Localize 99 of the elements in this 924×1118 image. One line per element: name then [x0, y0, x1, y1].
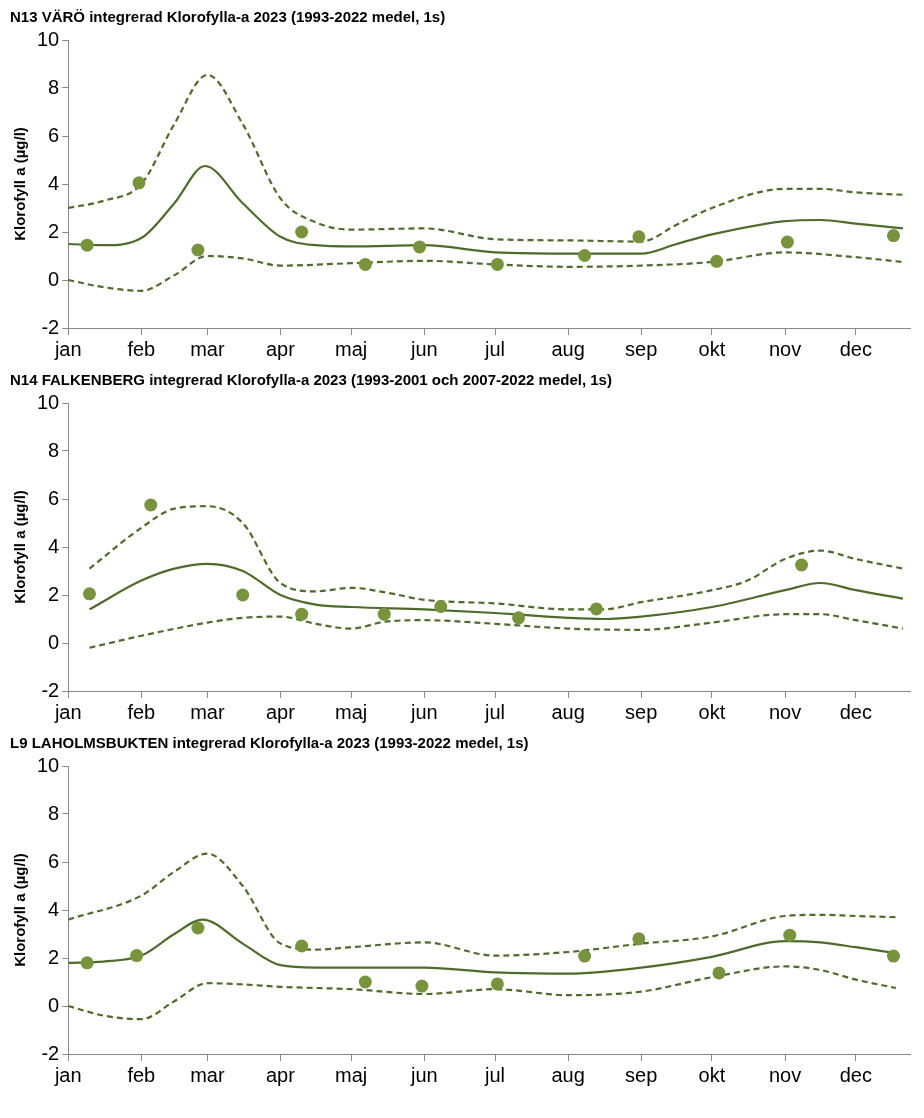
- point: [578, 949, 592, 963]
- y-tick-label: 0: [48, 267, 60, 290]
- y-tick-label: 10: [37, 390, 60, 413]
- x-tick-label: aug: [551, 1063, 585, 1086]
- x-tick-label: maj: [335, 337, 368, 360]
- y-tick-label: 8: [48, 438, 60, 461]
- y-tick-label: 10: [37, 27, 60, 50]
- chart-title: N14 FALKENBERG integrerad Klorofylla-a 2023 (1993-2001 och 2007-2022 medel, 1s): [10, 371, 613, 388]
- x-tick-label: apr: [266, 700, 296, 723]
- point: [82, 587, 96, 601]
- x-tick-label: feb: [127, 700, 156, 723]
- line-series: [68, 965, 897, 1021]
- y-tick-label: -2: [41, 1041, 60, 1064]
- x-tick-label: maj: [335, 1063, 368, 1086]
- x-tick-label: sep: [625, 1063, 658, 1086]
- point: [377, 607, 391, 621]
- x-tick-label: mar: [190, 1063, 225, 1086]
- point: [710, 254, 724, 268]
- y-tick-label: 2: [48, 219, 60, 242]
- chart-title: N13 VÄRÖ integrerad Klorofylla-a 2023 (1993-2022 medel, 1s): [10, 8, 447, 25]
- x-tick-label: jun: [409, 337, 438, 360]
- y-tick-label: 10: [37, 753, 60, 776]
- y-tick-label: 4: [48, 534, 60, 557]
- chart-title: L9 LAHOLMSBUKTEN integrerad Klorofylla-a 2023 (1993-2022 medel, 1s): [10, 734, 530, 751]
- y-tick-label: 4: [48, 171, 60, 194]
- y-tick-label: 2: [48, 582, 60, 605]
- point: [130, 949, 144, 963]
- x-tick-label: apr: [266, 1063, 296, 1086]
- y-tick-label: -2: [41, 315, 60, 338]
- x-tick-label: jul: [484, 700, 506, 723]
- point: [413, 240, 427, 254]
- point: [358, 975, 372, 989]
- x-tick-label: dec: [839, 337, 872, 360]
- point: [589, 602, 603, 616]
- y-axis-title: Klorofyll a (µg/l): [11, 127, 29, 241]
- y-axis-title: Klorofyll a (µg/l): [11, 490, 29, 604]
- point: [712, 966, 726, 980]
- x-tick-label: feb: [127, 337, 156, 360]
- y-tick-label: -2: [41, 678, 60, 701]
- y-tick-label: 8: [48, 75, 60, 98]
- x-tick-label: maj: [335, 700, 368, 723]
- x-tick-label: jan: [53, 700, 82, 723]
- x-tick-label: nov: [768, 337, 802, 360]
- point: [887, 949, 900, 963]
- point: [795, 558, 809, 572]
- x-tick-label: jul: [484, 337, 506, 360]
- x-tick-label: jul: [484, 1063, 506, 1086]
- point: [144, 498, 158, 512]
- x-tick-label: aug: [551, 700, 585, 723]
- point: [236, 588, 250, 602]
- y-tick-label: 0: [48, 993, 60, 1016]
- x-tick-label: mar: [190, 337, 225, 360]
- y-tick-label: 8: [48, 801, 60, 824]
- x-tick-label: mar: [190, 700, 225, 723]
- point: [887, 229, 900, 243]
- y-tick-label: 4: [48, 897, 60, 920]
- x-tick-label: jan: [53, 1063, 82, 1086]
- point: [132, 176, 146, 190]
- x-tick-label: aug: [551, 337, 585, 360]
- y-tick-label: 2: [48, 945, 60, 968]
- point: [512, 611, 526, 625]
- point: [358, 257, 372, 271]
- x-tick-label: jun: [409, 700, 438, 723]
- x-tick-label: jun: [409, 1063, 438, 1086]
- x-tick-label: okt: [698, 337, 726, 360]
- point: [578, 249, 592, 263]
- point: [415, 979, 429, 993]
- y-tick-label: 6: [48, 849, 60, 872]
- x-tick-label: sep: [625, 700, 658, 723]
- x-tick-label: nov: [768, 700, 802, 723]
- x-tick-label: okt: [698, 1063, 726, 1086]
- point: [295, 939, 309, 953]
- point: [632, 932, 646, 946]
- x-tick-label: dec: [839, 700, 872, 723]
- point: [295, 225, 309, 239]
- point: [434, 600, 448, 614]
- point: [191, 243, 205, 257]
- point: [191, 921, 205, 935]
- x-tick-label: okt: [698, 700, 726, 723]
- y-tick-label: 0: [48, 630, 60, 653]
- point: [783, 928, 797, 942]
- point: [632, 230, 646, 244]
- point: [490, 257, 504, 271]
- x-tick-label: apr: [266, 337, 296, 360]
- x-tick-label: dec: [839, 1063, 872, 1086]
- x-tick-label: nov: [768, 1063, 802, 1086]
- x-tick-label: jan: [53, 337, 82, 360]
- x-tick-label: sep: [625, 337, 658, 360]
- line-series: [68, 164, 905, 255]
- point: [80, 956, 94, 970]
- point: [780, 235, 794, 249]
- y-tick-label: 6: [48, 123, 60, 146]
- point: [80, 238, 94, 252]
- x-tick-label: feb: [127, 1063, 156, 1086]
- line-series: [68, 251, 905, 292]
- point: [295, 607, 309, 621]
- y-axis-title: Klorofyll a (µg/l): [11, 853, 29, 967]
- point: [490, 977, 504, 991]
- y-tick-label: 6: [48, 486, 60, 509]
